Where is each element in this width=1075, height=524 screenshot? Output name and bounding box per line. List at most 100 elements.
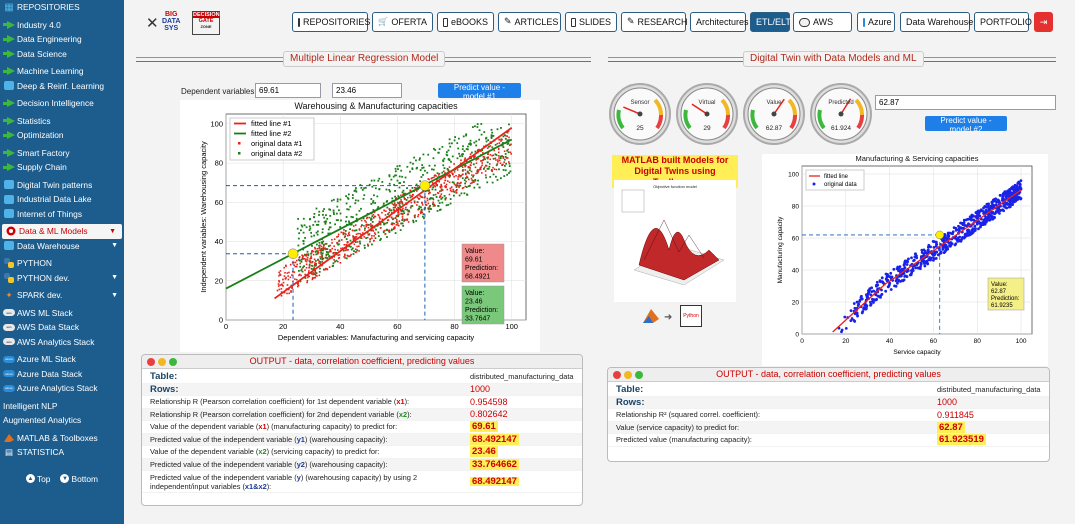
- data-point-series-2: [459, 155, 461, 158]
- nav-logout-button[interactable]: ⇥: [1034, 12, 1053, 32]
- dependent-var-1-input[interactable]: [255, 83, 321, 98]
- sidebar-item-statistics[interactable]: Statistics: [0, 114, 124, 129]
- nav-repositories-button[interactable]: REPOSITORIES: [292, 12, 370, 32]
- sidebar-item-azure-data-stack[interactable]: azure Azure Data Stack: [0, 367, 124, 382]
- sidebar-item-smart-factory[interactable]: Smart Factory: [0, 146, 124, 161]
- sidebar-item-digital-twin-patterns[interactable]: Digital Twin patterns: [0, 178, 124, 193]
- sidebar-item-intelligent-nlp[interactable]: Intelligent NLP: [0, 399, 124, 414]
- sidebar-item-deep-reinf-learning[interactable]: Deep & Reinf. Learning: [0, 79, 124, 94]
- sidebar-item-data-warehouse[interactable]: Data Warehouse ▼: [0, 239, 124, 254]
- data-point-series-1: [315, 274, 317, 277]
- data-point-series-1: [455, 190, 457, 192]
- sidebar-item-industrial-data-lake[interactable]: Industrial Data Lake: [0, 192, 124, 207]
- data-point-series-1: [501, 138, 503, 141]
- data-point-series-1: [448, 181, 451, 184]
- sidebar-item-aws-analytics-stack[interactable]: aws AWS Analytics Stack: [0, 335, 124, 350]
- data-point-series-2: [474, 150, 477, 153]
- scroll-top-button[interactable]: ▲ Top: [25, 474, 50, 484]
- data-point: [869, 293, 873, 297]
- data-point-series-2: [506, 173, 509, 176]
- data-point-series-2: [453, 139, 456, 142]
- sidebar-item-internet-of-things[interactable]: Internet of Things: [0, 207, 124, 222]
- decision-gate-logo[interactable]: DECISION GATE ZONE: [192, 11, 220, 35]
- dependent-var-2-input[interactable]: [332, 83, 402, 98]
- data-point: [875, 280, 879, 284]
- nav-aws-button[interactable]: AWS: [793, 12, 852, 32]
- nav-articles-button[interactable]: ✎ ARTICLES: [498, 12, 561, 32]
- data-point-series-2: [355, 217, 358, 220]
- data-point: [871, 297, 874, 301]
- sidebar-item-industry-4-0[interactable]: Industry 4.0: [0, 18, 124, 33]
- nav-data-warehouse-button[interactable]: Data Warehouse: [900, 12, 973, 32]
- sidebar-item-machine-learning[interactable]: Machine Learning: [0, 64, 124, 79]
- sidebar-item-optimization[interactable]: Optimization: [0, 128, 124, 143]
- data-point-series-1: [352, 229, 354, 232]
- data-point: [843, 315, 847, 319]
- data-point: [850, 317, 854, 320]
- data-point-series-2: [454, 136, 456, 138]
- predict-model-1-button[interactable]: Predict value - model #1: [438, 83, 521, 101]
- data-point-series-1: [305, 253, 307, 256]
- data-point-series-2: [480, 133, 483, 136]
- data-point-series-1: [420, 209, 423, 212]
- predict-model-2-button[interactable]: Predict value - model #2: [925, 116, 1007, 134]
- nav-portfolio-button[interactable]: PORTFOLIO: [974, 12, 1032, 32]
- sidebar-item-repositories[interactable]: ▦ REPOSITORIES: [0, 0, 124, 15]
- sidebar-item-statistica[interactable]: ▤ STATISTICA: [0, 445, 124, 460]
- data-point-series-1: [358, 245, 360, 248]
- sidebar-item-data-science[interactable]: Data Science: [0, 47, 124, 62]
- data-point-series-1: [453, 183, 456, 185]
- nav-research-button[interactable]: ✎ RESEARCH: [621, 12, 688, 32]
- scroll-bottom-button[interactable]: ▼ Bottom: [60, 474, 98, 484]
- output-value-wrap: 68.492147: [470, 477, 582, 486]
- nav-architectures-button[interactable]: Architectures: [690, 12, 749, 32]
- nav-oferta-button[interactable]: 🛒 OFERTA: [372, 12, 433, 32]
- data-point-series-2: [432, 186, 435, 189]
- sidebar-item-label: Augmented Analytics: [3, 415, 82, 426]
- sidebar-item-aws-data-stack[interactable]: aws AWS Data Stack: [0, 320, 124, 335]
- data-point: [975, 222, 979, 226]
- nav-azure-button[interactable]: Azure: [857, 12, 895, 32]
- close-icon[interactable]: ✕: [146, 15, 159, 32]
- service-capacity-input[interactable]: [875, 95, 1056, 110]
- sidebar-item-data-engineering[interactable]: Data Engineering: [0, 32, 124, 47]
- sidebar-item-decision-intelligence[interactable]: Decision Intelligence: [0, 96, 124, 111]
- nav-slides-button[interactable]: SLIDES: [565, 12, 617, 32]
- data-point-series-2: [394, 167, 397, 170]
- data-point-series-1: [492, 166, 494, 169]
- gauge-label: Sensor: [630, 100, 650, 106]
- legend-label: original data: [824, 182, 857, 188]
- aws-icon: aws: [3, 337, 15, 347]
- annotation-box: [987, 277, 1025, 311]
- sidebar-item-data-ml-models[interactable]: Data & ML Models ▼: [2, 224, 122, 239]
- sidebar-item-aws-ml-stack[interactable]: aws AWS ML Stack: [0, 306, 124, 321]
- data-point-series-1: [373, 211, 376, 214]
- sidebar-item-azure-analytics-stack[interactable]: azure Azure Analytics Stack: [0, 381, 124, 396]
- data-point-series-2: [413, 156, 416, 159]
- sidebar-item-python[interactable]: PYTHON: [0, 256, 124, 271]
- data-point: [911, 267, 915, 270]
- sidebar-item-azure-ml-stack[interactable]: azure Azure ML Stack: [0, 352, 124, 367]
- data-point-series-1: [379, 217, 381, 220]
- data-point-series-1: [291, 286, 293, 289]
- data-point-series-1: [333, 238, 336, 241]
- data-point-series-2: [342, 249, 345, 252]
- sidebar-item-matlab-toolboxes[interactable]: MATLAB & Toolboxes: [0, 431, 124, 446]
- sidebar-item-spark-dev-[interactable]: ✦ SPARK dev. ▼: [0, 288, 124, 303]
- sidebar-item-python-dev-[interactable]: PYTHON dev. ▼: [0, 271, 124, 286]
- data-point-series-1: [408, 210, 411, 213]
- data-point: [1010, 186, 1014, 190]
- data-point-series-2: [321, 228, 324, 231]
- output-value: 61.923519: [937, 434, 986, 446]
- nav-etl-elt-button[interactable]: ETL/ELT: [750, 12, 791, 32]
- data-point-series-2: [413, 216, 416, 219]
- data-point-series-1: [441, 189, 444, 191]
- sidebar-item-supply-chain[interactable]: Supply Chain: [0, 160, 124, 175]
- sidebar-item-augmented-analytics[interactable]: Augmented Analytics: [0, 413, 124, 428]
- data-point-series-2: [424, 203, 427, 206]
- data-point-series-1: [495, 159, 497, 161]
- data-point-series-1: [420, 211, 422, 214]
- x-tick-label: 0: [224, 322, 228, 331]
- nav-ebooks-button[interactable]: eBOOKS: [437, 12, 494, 32]
- bigdatasys-logo[interactable]: BIG DATA SYS: [162, 11, 180, 32]
